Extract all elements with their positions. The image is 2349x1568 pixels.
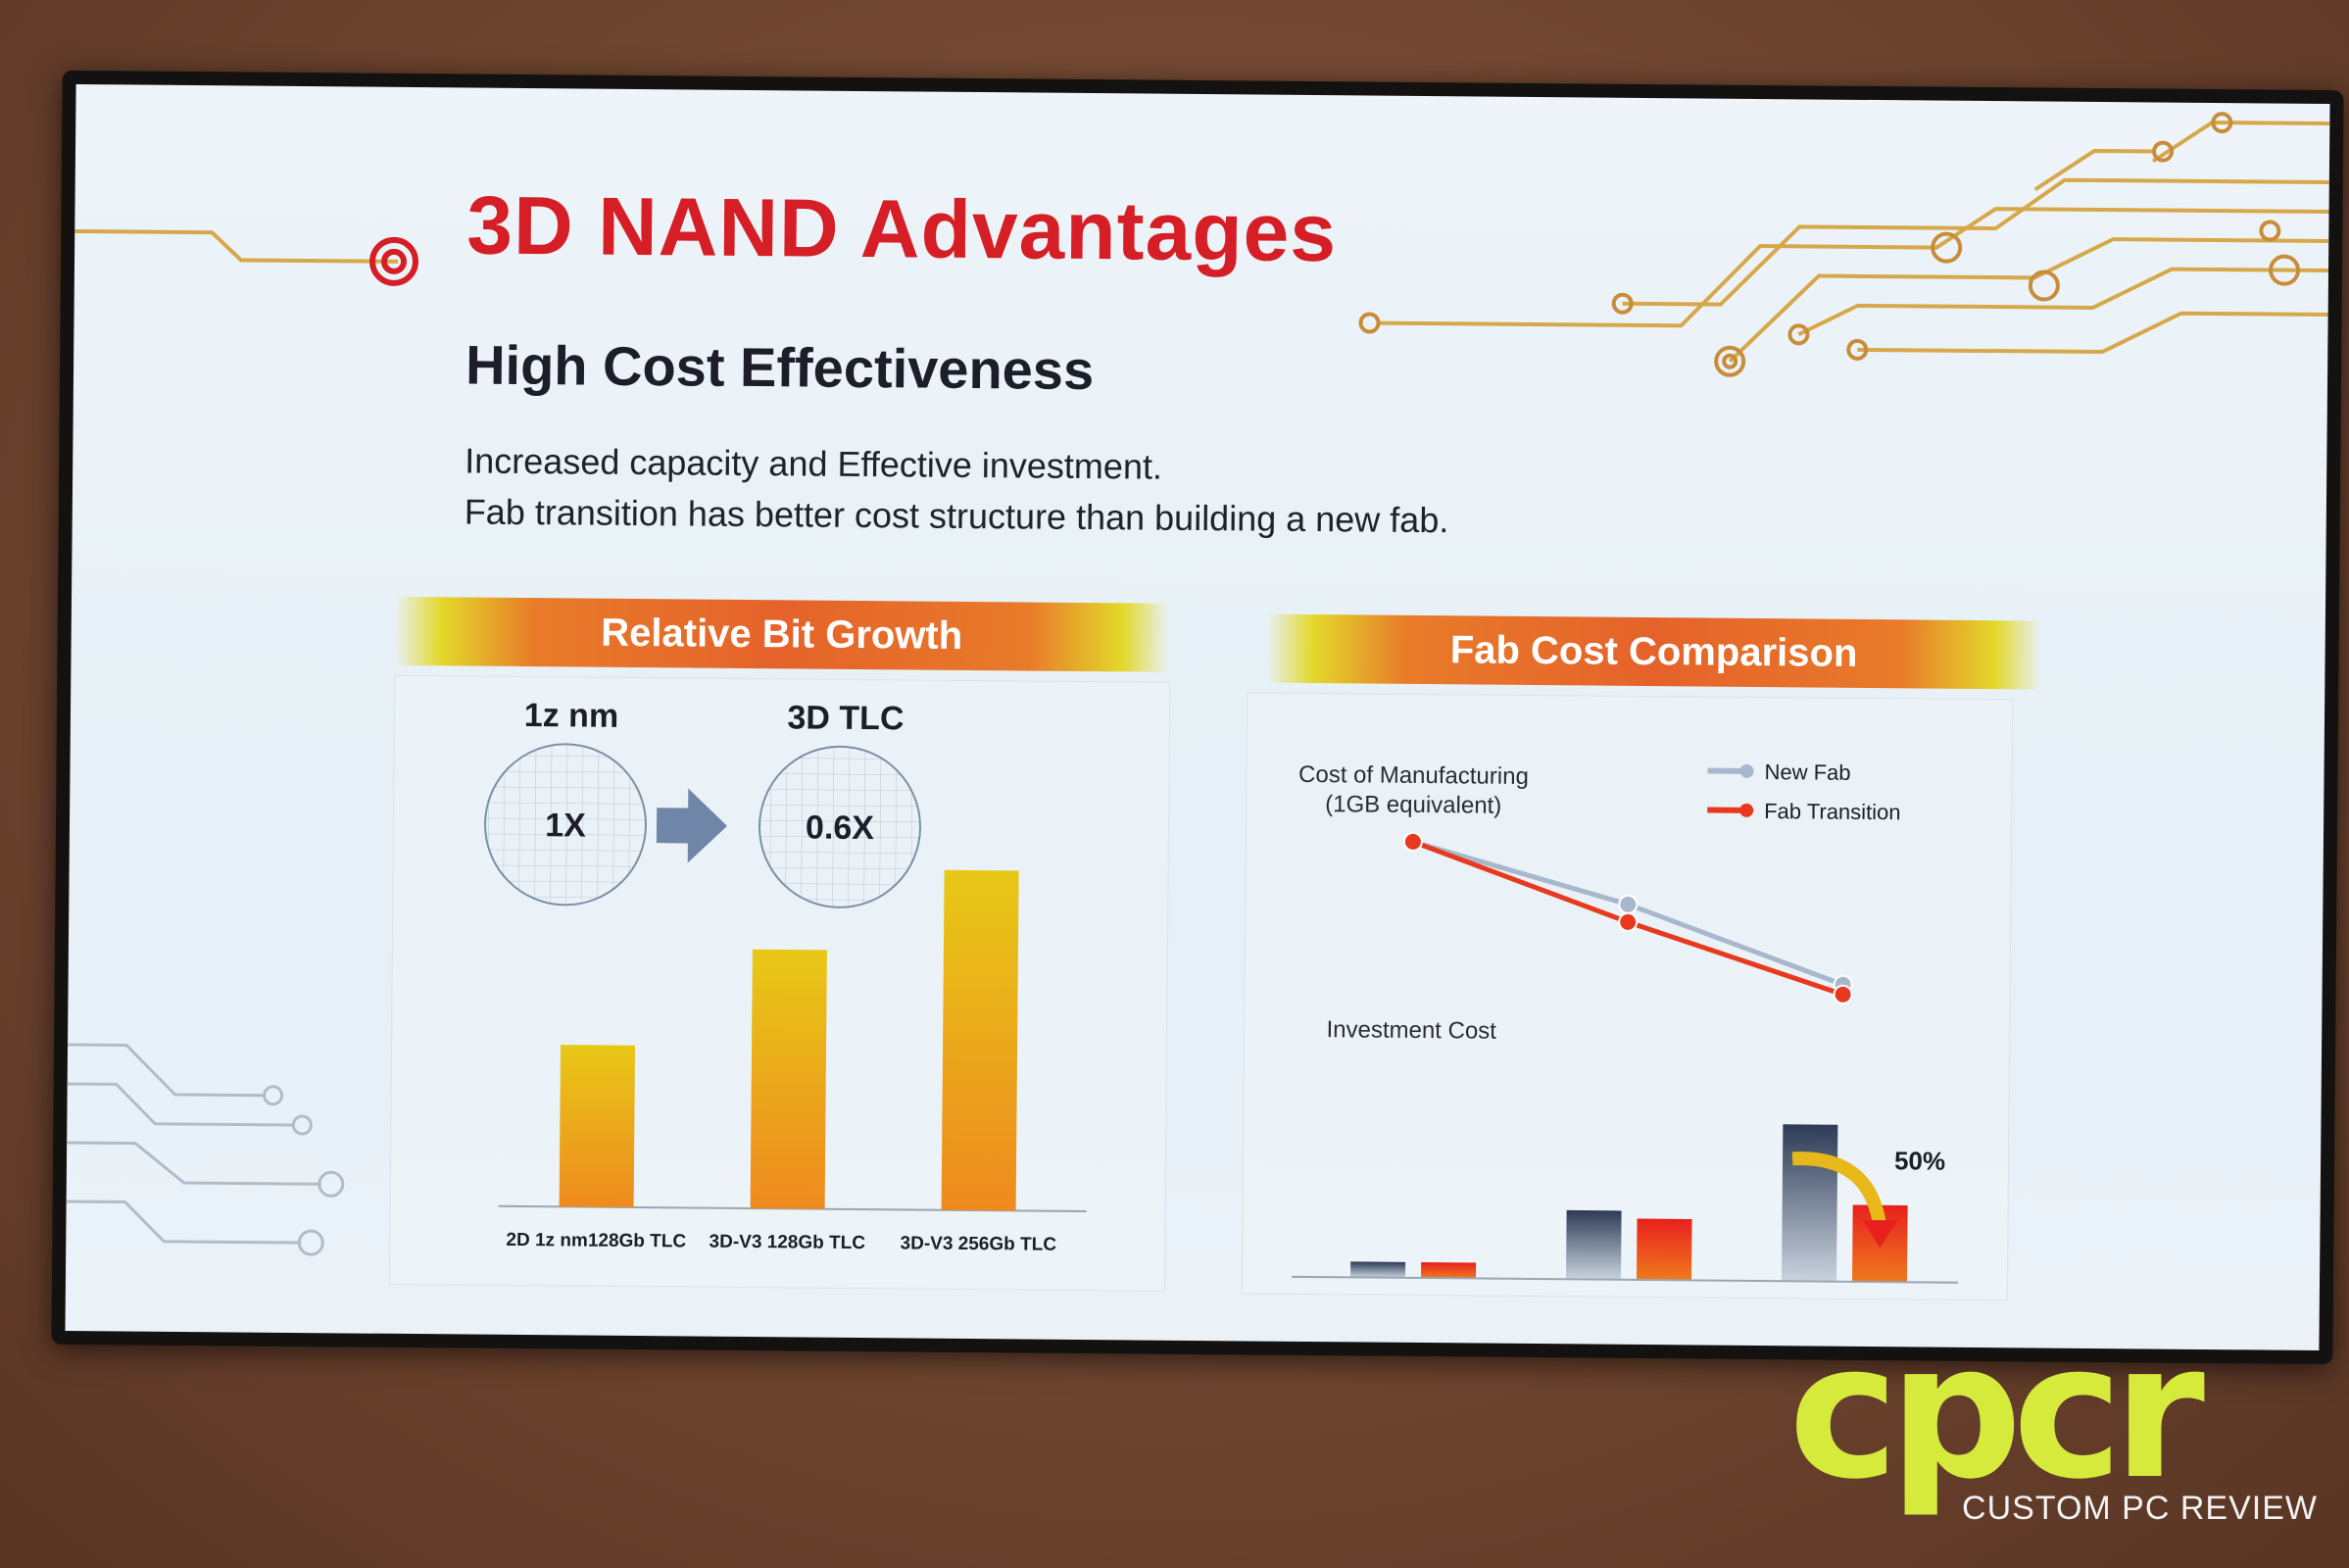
legend-label: New Fab <box>1764 760 1850 785</box>
legend-marker <box>1739 803 1754 817</box>
watermark-logo: cpcr <box>1788 1303 2205 1520</box>
description-line-1: Increased capacity and Effective investm… <box>465 440 1163 487</box>
wafer-circle-06x <box>759 745 922 908</box>
circle-value-1x: 1X <box>545 807 586 844</box>
arrow-right-icon <box>656 788 728 863</box>
data-point <box>1833 984 1853 1004</box>
investment-bar <box>1421 1262 1477 1279</box>
description-line-2: Fab transition has better cost structure… <box>464 491 1449 541</box>
investment-bar <box>1782 1124 1838 1282</box>
legend-label: Fab Transition <box>1764 799 1901 824</box>
drop-percentage-label: 50% <box>1894 1146 1945 1175</box>
arrow-head-icon <box>1862 1219 1898 1249</box>
investment-bar <box>1566 1209 1622 1280</box>
data-point <box>1618 911 1639 932</box>
bit-growth-category-label: 3D-V3 256Gb TLC <box>900 1233 1056 1254</box>
investment-cost-label: Investment Cost <box>1326 1016 1496 1045</box>
circle-heading-1znm: 1z nm <box>524 697 619 735</box>
data-point <box>1402 831 1423 852</box>
fab-cost-chart: Cost of Manufacturing (1GB equivalent) N… <box>1292 760 1959 1332</box>
circle-value-06x: 0.6X <box>806 809 875 848</box>
relative-bit-growth-chart: 1z nm 3D TLC 1X 0.6X 2D 1z nm128Gb TLC 3D… <box>484 697 1087 1255</box>
relative-bit-growth-panel: 1z nm 3D TLC 1X 0.6X 2D 1z nm128Gb TLC 3D… <box>388 674 1171 1292</box>
x-axis <box>1292 1275 1959 1284</box>
manufacturing-label-line-2: (1GB equivalent) <box>1325 791 1501 819</box>
cpcr-watermark: cpcr CUSTOM PC REVIEW <box>1788 1319 2318 1529</box>
tv-bezel: 3D NAND Advantages High Cost Effectivene… <box>51 70 2344 1365</box>
investment-bar <box>1350 1261 1406 1278</box>
slide-title: 3D NAND Advantages <box>465 178 1338 279</box>
bit-growth-category-label: 2D 1z nm128Gb TLC <box>506 1230 686 1252</box>
watermark-caption: CUSTOM PC REVIEW <box>1962 1490 2318 1527</box>
circle-heading-3dtlc: 3D TLC <box>787 699 904 737</box>
slide-subtitle: High Cost Effectiveness <box>465 333 1095 402</box>
bit-growth-category-label: 3D-V3 128Gb TLC <box>710 1232 866 1253</box>
slide-screen: 3D NAND Advantages High Cost Effectivene… <box>65 83 2330 1351</box>
bit-growth-bar <box>941 869 1019 1211</box>
bit-growth-bar <box>559 1045 636 1207</box>
fab-cost-comparison-banner: Fab Cost Comparison <box>1266 613 2041 690</box>
relative-bit-growth-banner: Relative Bit Growth <box>394 596 1170 672</box>
circuit-decoration <box>66 112 2330 1256</box>
data-point <box>1618 894 1639 914</box>
decrease-arrow-icon <box>1791 1152 1887 1230</box>
bit-growth-bar <box>750 949 827 1209</box>
manufacturing-label-line-1: Cost of Manufacturing <box>1298 761 1529 790</box>
wafer-circle-1x <box>484 743 648 906</box>
legend-marker <box>1739 763 1754 778</box>
fab-cost-comparison-panel: Cost of Manufacturing (1GB equivalent) N… <box>1241 692 2014 1332</box>
investment-bar <box>1637 1218 1692 1281</box>
